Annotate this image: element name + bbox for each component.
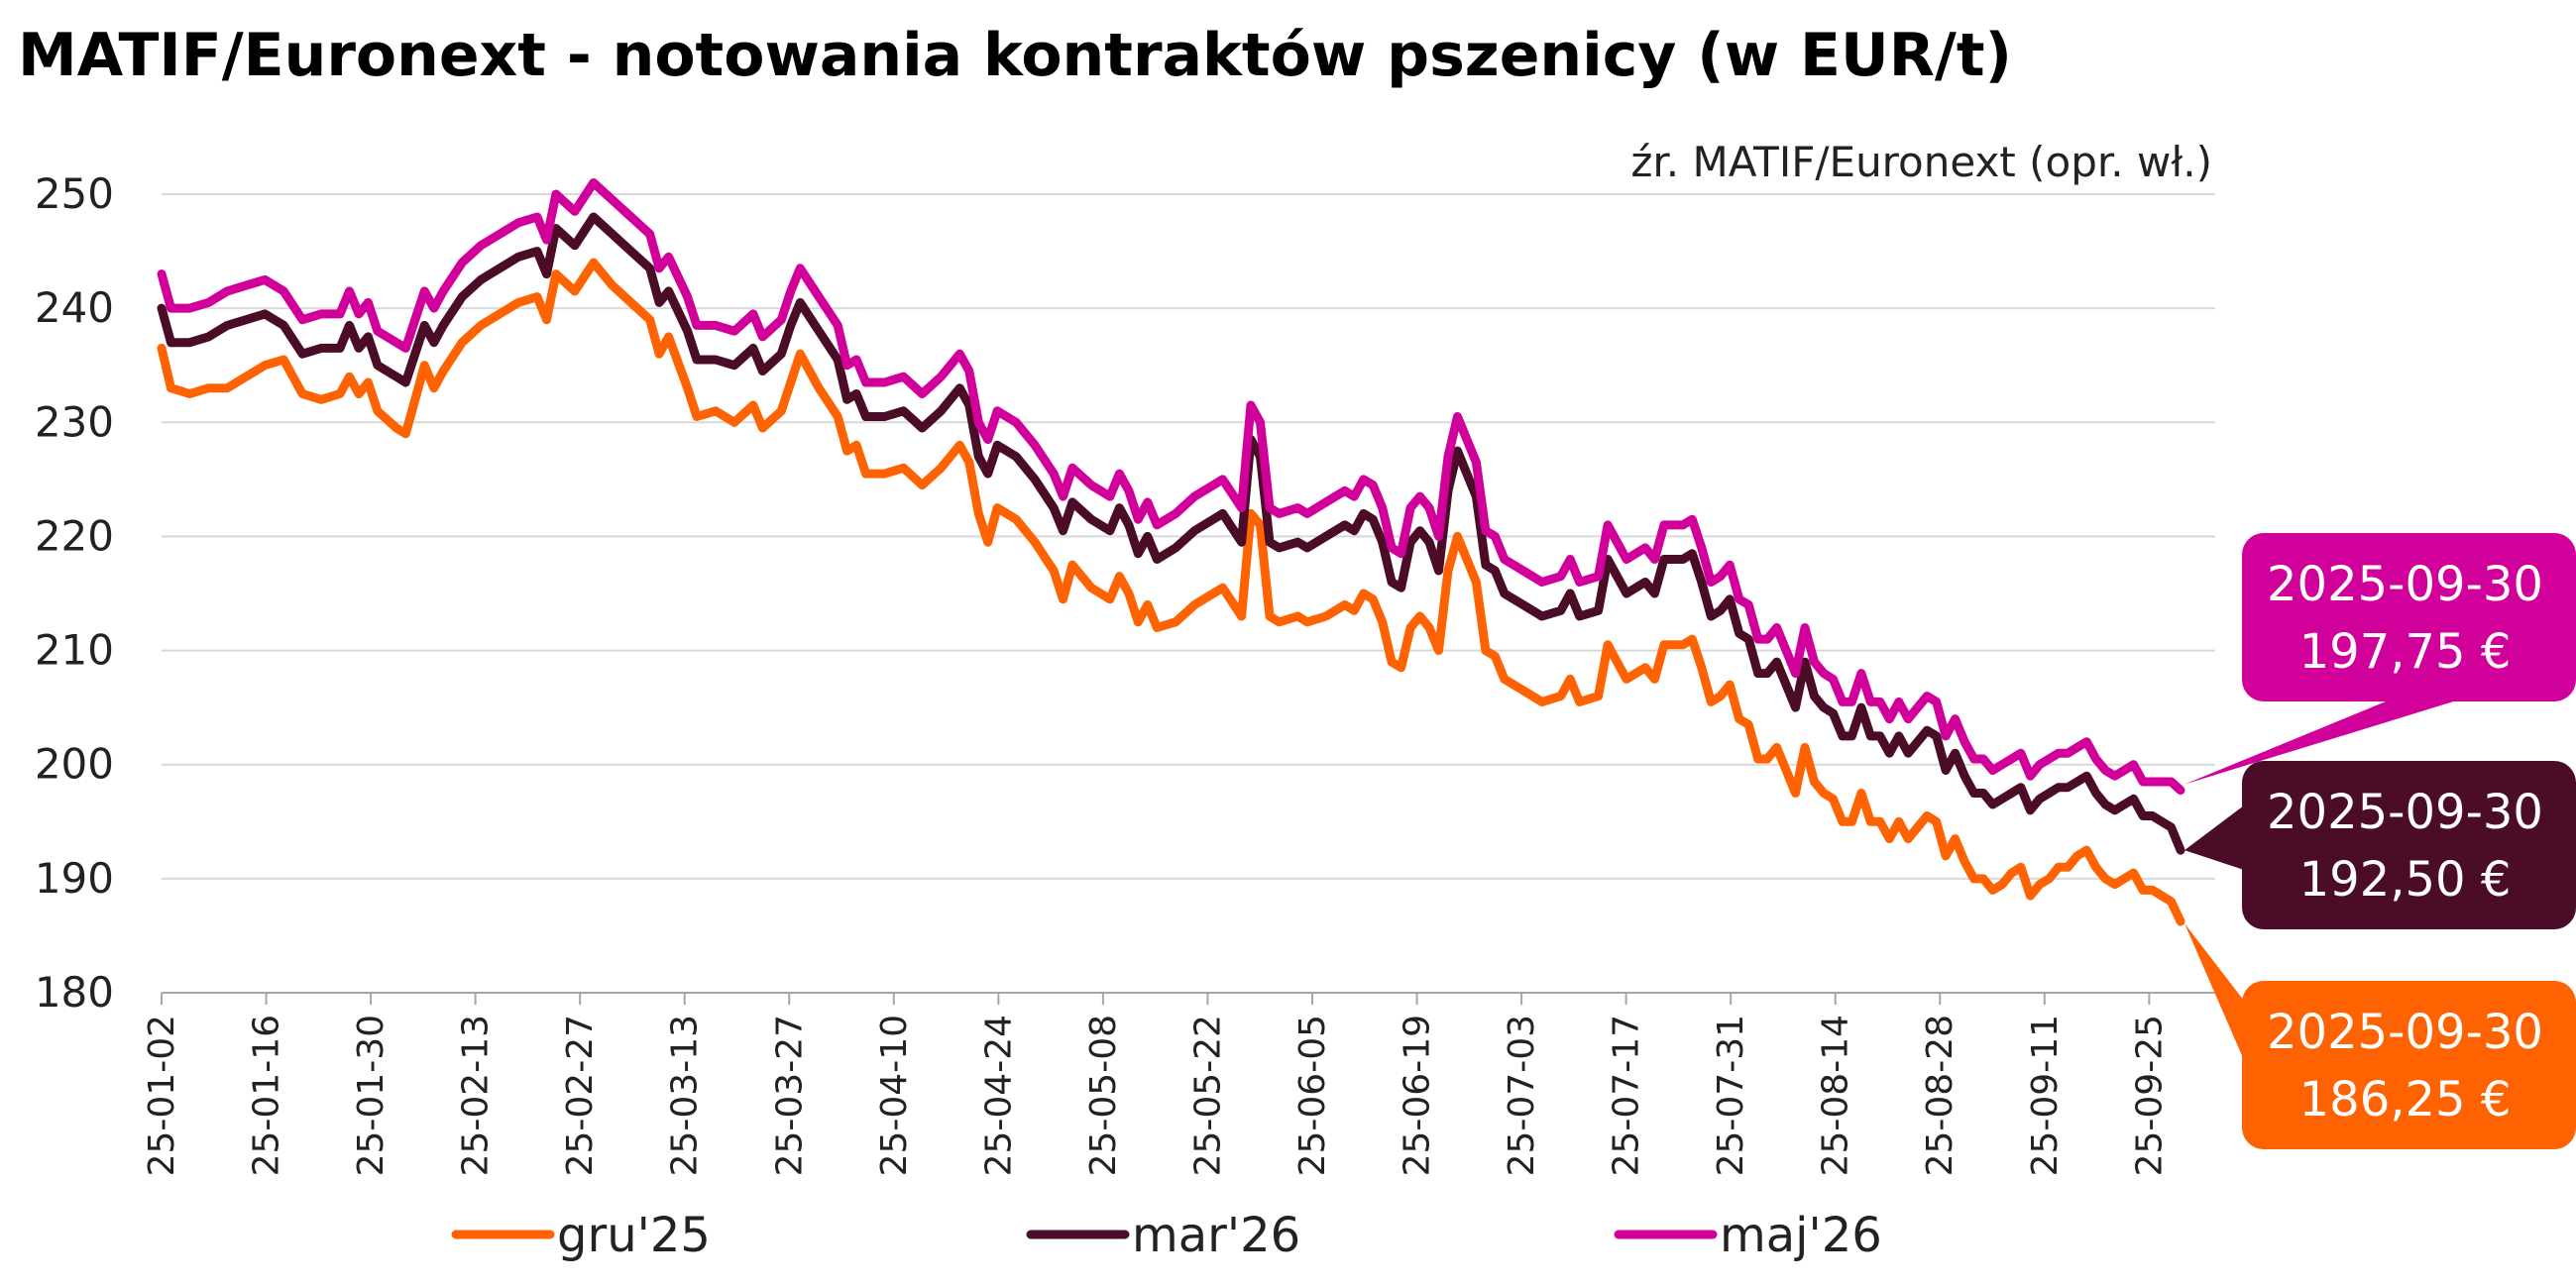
x-tick-label: 25-08-14 xyxy=(1816,1015,1856,1176)
y-tick-label: 220 xyxy=(35,511,114,560)
x-tick-label: 25-01-16 xyxy=(247,1015,287,1176)
x-tick-label: 25-05-22 xyxy=(1187,1015,1228,1176)
callout-value: 197,75 € xyxy=(2299,624,2512,680)
series-lines xyxy=(157,178,2185,926)
series-line-2 xyxy=(157,178,2185,796)
y-tick-label: 250 xyxy=(35,169,114,218)
series-line-0 xyxy=(157,258,2185,926)
y-tick-label: 180 xyxy=(35,968,114,1017)
x-tick-label: 25-04-24 xyxy=(978,1015,1019,1176)
callout-date: 2025-09-30 xyxy=(2267,1005,2543,1060)
x-tick-label: 25-07-31 xyxy=(1711,1015,1751,1176)
x-tick-label: 25-01-30 xyxy=(351,1015,392,1176)
callout-value: 192,50 € xyxy=(2299,852,2512,908)
callout-2: 2025-09-30 186,25 € xyxy=(2184,923,2576,1149)
legend-item-0: gru'25 xyxy=(451,1208,711,1263)
legend-label: mar'26 xyxy=(1132,1208,1300,1263)
series-line-1 xyxy=(157,212,2185,855)
x-tick-label: 25-03-13 xyxy=(665,1015,706,1176)
x-tick-label: 25-06-05 xyxy=(1292,1015,1333,1176)
x-tick-label: 25-09-11 xyxy=(2025,1015,2066,1176)
callout-pointer xyxy=(2184,923,2244,1060)
y-tick-label: 210 xyxy=(35,626,114,675)
x-tick-label: 25-02-13 xyxy=(456,1015,497,1176)
callout-box xyxy=(2242,533,2576,701)
callout-pointer xyxy=(2184,699,2460,785)
legend-label: maj'26 xyxy=(1720,1208,1882,1263)
x-tick-label: 25-08-28 xyxy=(1920,1015,1960,1176)
x-tick-label: 25-05-08 xyxy=(1083,1015,1124,1176)
callout-date: 2025-09-30 xyxy=(2267,557,2543,612)
x-tick-label: 25-01-02 xyxy=(142,1015,182,1176)
y-tick-label: 190 xyxy=(35,854,114,903)
callout-1: 2025-09-30 192,50 € xyxy=(2184,761,2576,929)
chart-source: źr. MATIF/Euronext (opr. wł.) xyxy=(1630,138,2212,186)
x-tick-label: 25-04-10 xyxy=(874,1015,915,1176)
callout-pointer xyxy=(2184,805,2244,870)
callout-box xyxy=(2242,761,2576,929)
callout-0: 2025-09-30 197,75 € xyxy=(2184,533,2576,785)
y-tick-label: 240 xyxy=(35,283,114,332)
x-tick-label: 25-07-17 xyxy=(1607,1015,1647,1176)
callout-date: 2025-09-30 xyxy=(2267,785,2543,840)
legend-item-1: mar'26 xyxy=(1026,1208,1300,1263)
x-tick-label: 25-07-03 xyxy=(1502,1015,1542,1176)
callout-box xyxy=(2242,981,2576,1149)
x-tick-label: 25-03-27 xyxy=(769,1015,810,1176)
y-tick-label: 230 xyxy=(35,397,114,446)
y-tick-label: 200 xyxy=(35,740,114,789)
chart-title: MATIF/Euronext - notowania kontraktów ps… xyxy=(18,21,2012,90)
x-tick-label: 25-09-25 xyxy=(2129,1015,2170,1176)
legend: gru'25 mar'26 maj'26 xyxy=(451,1208,1882,1263)
x-tick-label: 25-06-19 xyxy=(1398,1015,1438,1176)
legend-label: gru'25 xyxy=(557,1208,711,1263)
y-axis: 180 190 200 210 220 230 240 250 xyxy=(35,169,114,1017)
x-axis: 25-01-02 25-01-16 25-01-30 25-02-13 25-02-27… xyxy=(142,992,2215,1176)
callout-value: 186,25 € xyxy=(2299,1072,2512,1127)
x-tick-label: 25-02-27 xyxy=(560,1015,601,1176)
legend-item-2: maj'26 xyxy=(1614,1208,1882,1263)
